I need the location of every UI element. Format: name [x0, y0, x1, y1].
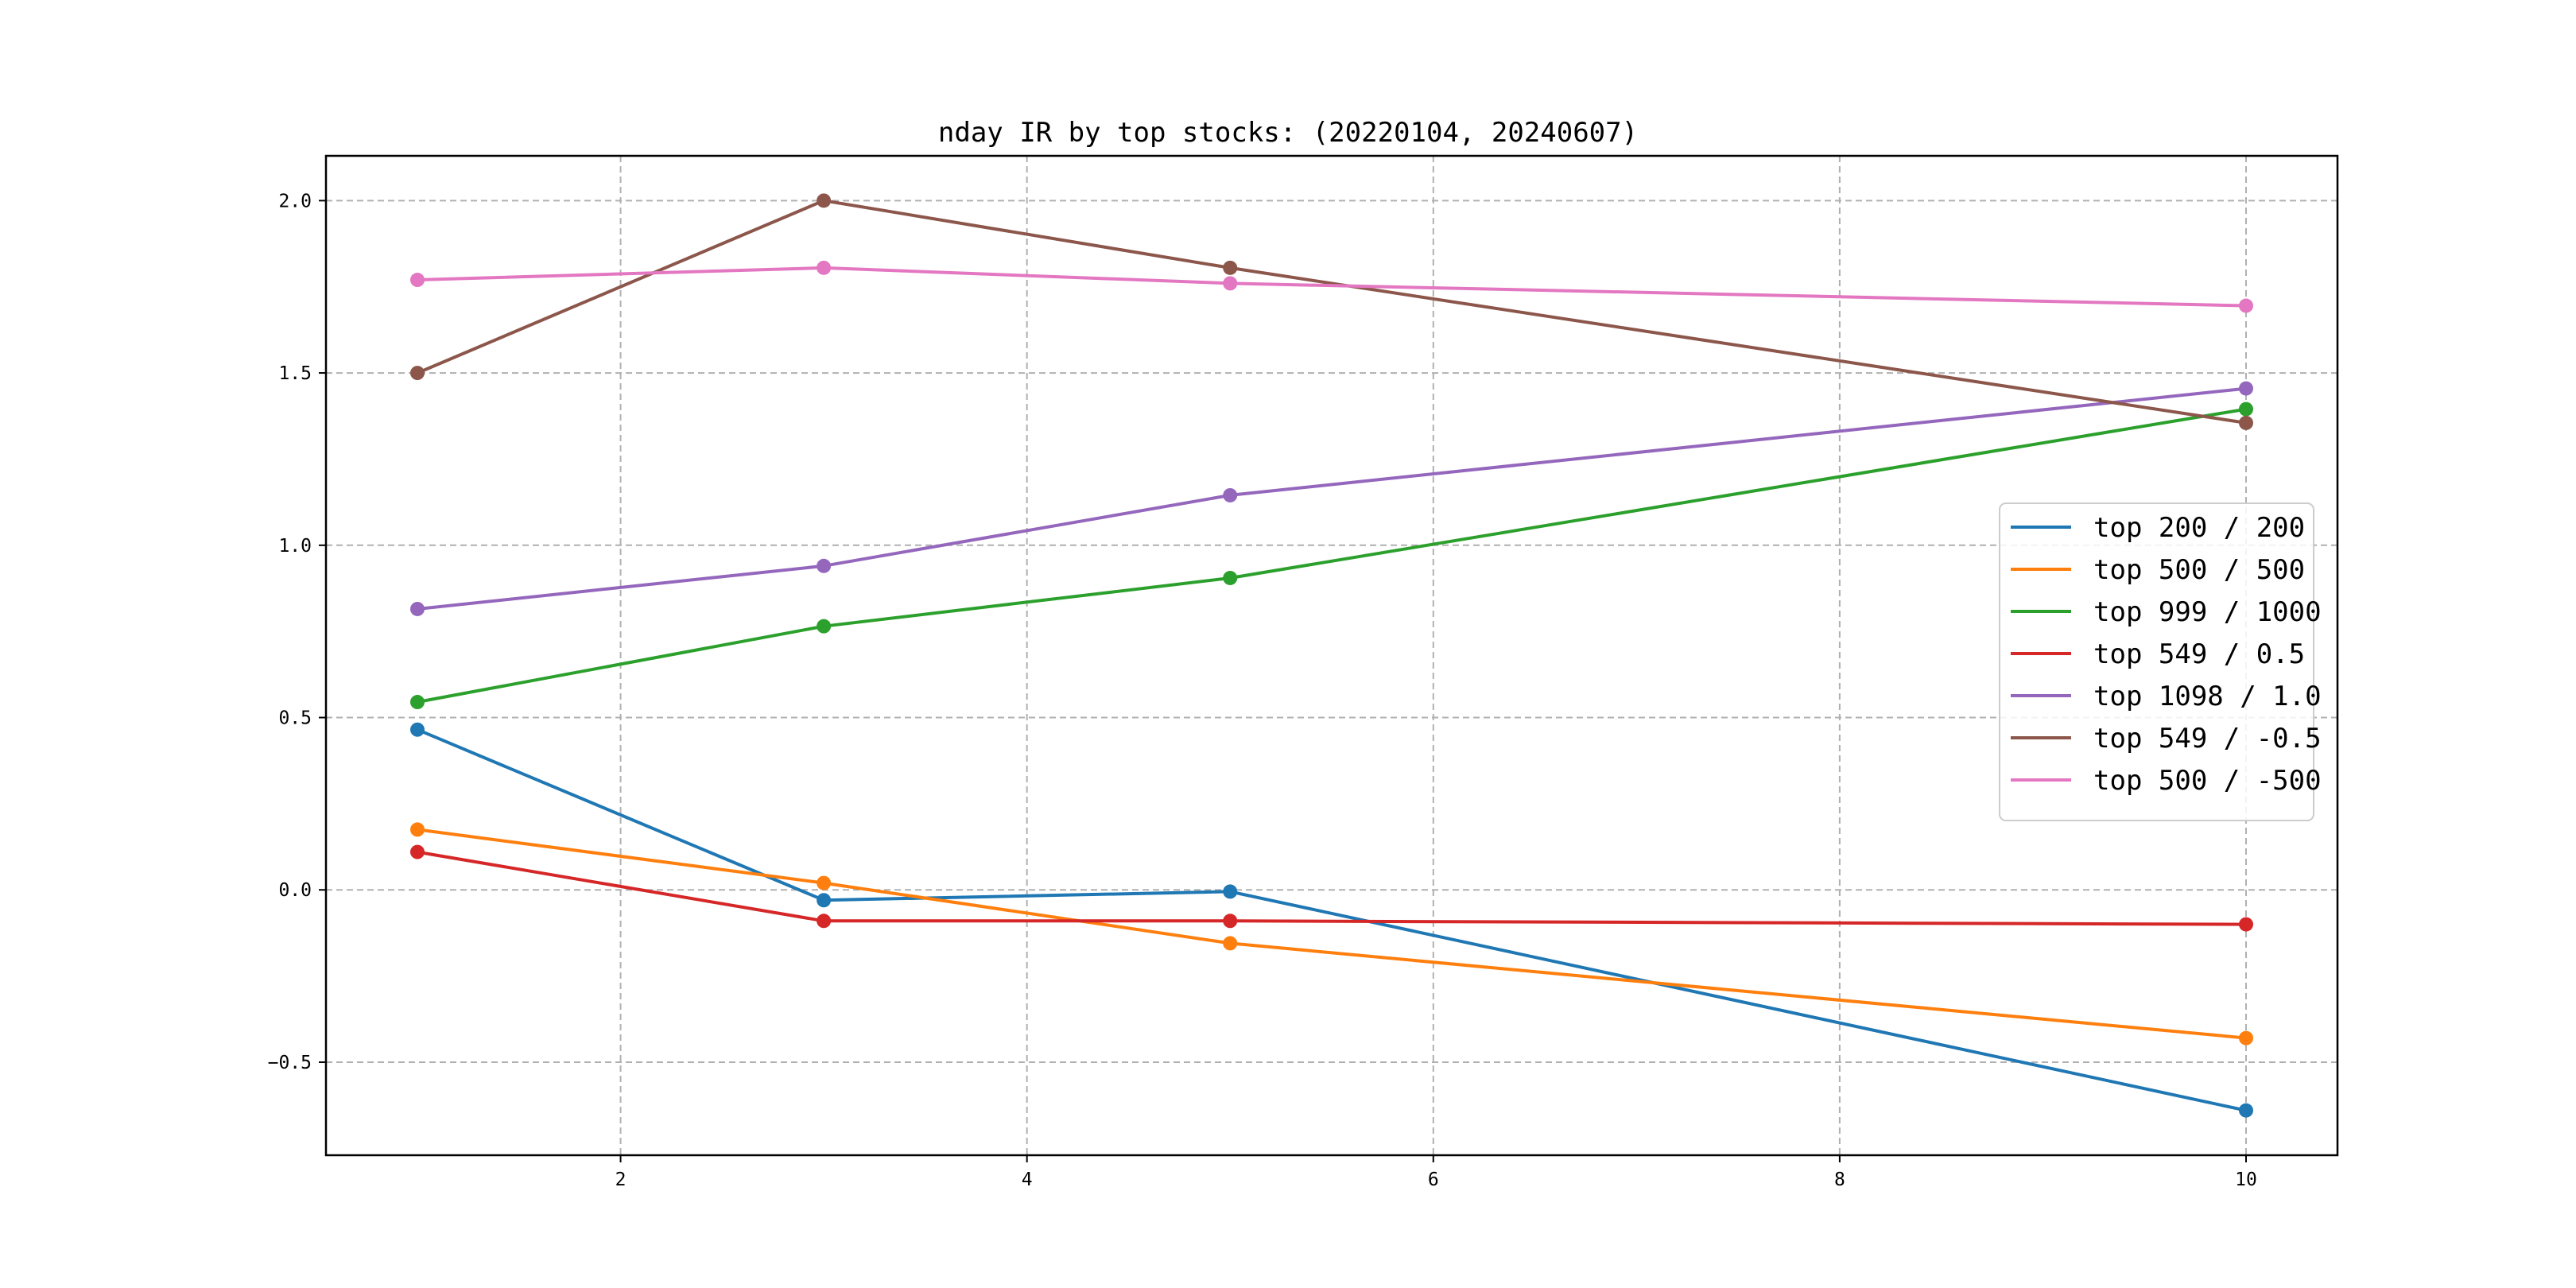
data-point: [410, 601, 425, 616]
data-point: [817, 558, 832, 573]
legend-label: top 999 / 1000: [2093, 596, 2322, 628]
data-point: [410, 822, 425, 837]
x-tick-label: 8: [1834, 1170, 1845, 1190]
data-point: [2239, 415, 2253, 430]
legend-label: top 500 / 500: [2093, 554, 2305, 586]
data-point: [1223, 487, 1238, 502]
legend-label: top 200 / 200: [2093, 512, 2305, 544]
series-line: [417, 828, 2247, 1040]
series-line: [417, 386, 2247, 611]
data-point: [817, 619, 832, 634]
data-point: [410, 722, 425, 737]
legend-label: top 549 / -0.5: [2093, 723, 2322, 755]
data-point: [410, 844, 425, 859]
legend-box: [1999, 502, 2314, 821]
series-line: [417, 266, 2247, 308]
data-point: [1223, 260, 1238, 275]
chart-title: nday IR by top stocks: (20220104, 202406…: [938, 117, 1638, 149]
plot-frame: [324, 154, 2339, 1157]
data-point: [1223, 276, 1238, 291]
data-point: [1223, 570, 1238, 585]
x-tick-label: 6: [1428, 1170, 1439, 1190]
data-point: [2239, 917, 2253, 932]
x-tick-label: 2: [615, 1170, 627, 1190]
data-point: [2239, 1030, 2253, 1046]
legend-item: top 999 / 1000: [2011, 596, 2322, 628]
y-tick-label: 1.0: [278, 536, 312, 557]
legend-label: top 500 / -500: [2093, 765, 2322, 797]
legend-item: top 1098 / 1.0: [2011, 681, 2322, 712]
y-tick-label: 0.5: [278, 708, 312, 729]
data-point: [2239, 381, 2253, 396]
data-point: [817, 914, 832, 929]
y-tick-label: 0.0: [278, 880, 312, 901]
series-5: [410, 381, 2253, 616]
legend-item: top 549 / 0.5: [2011, 638, 2305, 670]
data-point: [1223, 884, 1238, 899]
data-point: [410, 695, 425, 710]
series-line: [417, 407, 2247, 704]
legend-item: top 500 / -500: [2011, 765, 2322, 797]
data-point: [1223, 936, 1238, 951]
y-axis-ticks: −0.5 0.0 0.5 1.0 1.5 2.0: [268, 191, 326, 1073]
legend: top 200 / 200 top 500 / 500 top 999 / 1000…: [1999, 502, 2322, 821]
data-point: [817, 893, 832, 908]
x-tick-label: 10: [2235, 1170, 2257, 1190]
legend-item: top 549 / -0.5: [2011, 723, 2322, 755]
series-line: [417, 850, 2247, 926]
x-axis-ticks: 2 4 6 8 10: [615, 1155, 2257, 1190]
data-point: [410, 366, 425, 381]
series-line: [417, 727, 2247, 1112]
legend-item: top 200 / 200: [2011, 512, 2305, 544]
series-2: [410, 822, 2253, 1046]
series-7: [410, 260, 2253, 313]
data-point: [1223, 914, 1238, 929]
legend-item: top 500 / 500: [2011, 554, 2305, 586]
data-point: [817, 193, 832, 208]
data-point: [410, 273, 425, 288]
series-lines: [410, 193, 2253, 1118]
series-1: [410, 722, 2253, 1118]
y-tick-label: −0.5: [268, 1053, 312, 1073]
series-3: [410, 402, 2253, 710]
y-tick-label: 1.5: [278, 363, 312, 384]
legend-label: top 549 / 0.5: [2093, 638, 2305, 670]
data-point: [817, 875, 832, 890]
series-4: [410, 844, 2253, 932]
data-point: [817, 260, 832, 275]
y-tick-label: 2.0: [278, 191, 312, 211]
series-6: [410, 193, 2253, 430]
x-tick-label: 4: [1022, 1170, 1033, 1190]
series-line: [417, 199, 2247, 425]
data-point: [2239, 402, 2253, 417]
data-point: [2239, 1103, 2253, 1118]
legend-label: top 1098 / 1.0: [2093, 681, 2322, 712]
data-point: [2239, 298, 2253, 313]
